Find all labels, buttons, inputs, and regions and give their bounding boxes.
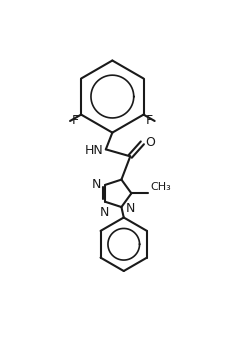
Text: CH₃: CH₃ [150, 182, 171, 192]
Text: HN: HN [84, 144, 103, 157]
Text: F: F [72, 115, 79, 128]
Text: N: N [126, 202, 135, 215]
Text: N: N [92, 178, 101, 191]
Text: O: O [145, 136, 155, 149]
Text: N: N [99, 206, 109, 219]
Text: F: F [146, 115, 153, 128]
